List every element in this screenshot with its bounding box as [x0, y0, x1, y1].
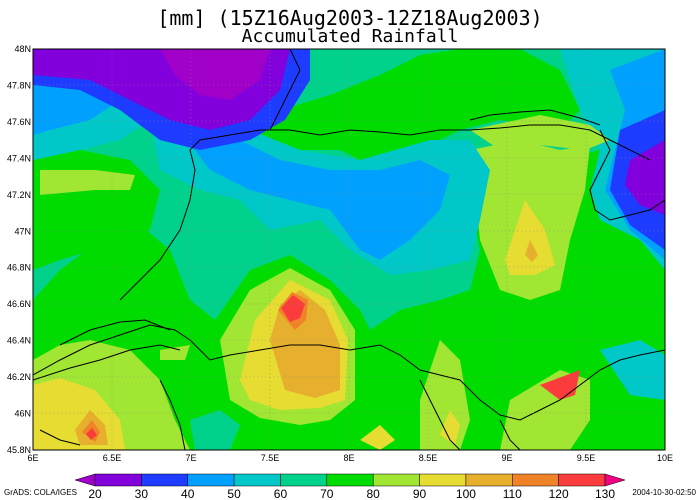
- credit-right: 2004-10-30-02:50: [632, 488, 696, 497]
- lat-tick-label: 45.8N: [7, 445, 31, 455]
- contour-20-30: [625, 140, 665, 215]
- contour-50-60: [600, 340, 665, 400]
- contour-70-80: [240, 49, 580, 170]
- colorbar-label: 130: [595, 487, 615, 500]
- colorbar-swatch: [94, 473, 142, 487]
- lat-tick-label: 47.4N: [7, 153, 31, 163]
- lat-tick-label: 47.6N: [7, 117, 31, 127]
- chart-title: [mm] (15Z16Aug2003-12Z18Aug2003): [157, 6, 543, 30]
- contour-80-90: [160, 345, 190, 360]
- colorbar-swatch: [558, 473, 606, 487]
- borders: [33, 49, 665, 450]
- lon-tick-label: 6E: [27, 453, 38, 463]
- colorbar-swatch: [512, 473, 559, 487]
- lake-constance: [469, 109, 601, 126]
- contour-80-90: [40, 170, 135, 195]
- colorbar-label: 80: [367, 487, 381, 500]
- colorbar-label: 40: [181, 487, 195, 500]
- lat-tick-label: 47N: [14, 226, 31, 236]
- credit-left: GrADS: COLA/IGES: [4, 488, 77, 497]
- colorbar-swatch: [141, 473, 188, 487]
- grid: [33, 49, 665, 450]
- chart-subtitle: Accumulated Rainfall: [241, 26, 459, 47]
- contour-120-130: [86, 428, 97, 440]
- lon-tick-label: 8E: [343, 453, 354, 463]
- lat-tick-label: 47.2N: [7, 190, 31, 200]
- lon-tick-label: 8.5E: [419, 453, 438, 463]
- contour-lt20: [160, 49, 270, 100]
- lat-tick-label: 46.2N: [7, 372, 31, 382]
- colorbar-swatch: [280, 473, 328, 487]
- colorbar: 20 30 40 50 60 70 80 90 100 110 120 130: [74, 473, 626, 500]
- border-north: [119, 124, 651, 301]
- contour-60-70: [190, 410, 240, 450]
- lon-tick-label: 10E: [657, 453, 673, 463]
- contour-40-50: [180, 130, 450, 260]
- colorbar-label: 90: [413, 487, 427, 500]
- lat-tick-label: 46N: [14, 409, 31, 419]
- contour-80-90: [470, 115, 610, 150]
- colorbar-label: 50: [227, 487, 241, 500]
- border-east: [589, 129, 665, 221]
- colorbar-upper-triangle: [604, 473, 626, 487]
- colorbar-label: 60: [274, 487, 288, 500]
- lat-axis: 45.8N 46N 46.2N 46.4N 46.6N 46.8N 47N 47.2N 47.4…: [7, 44, 31, 455]
- colorbar-label: 70: [320, 487, 334, 500]
- colorbar-label: 30: [135, 487, 149, 500]
- border-ticino: [419, 379, 461, 450]
- lat-tick-label: 46.6N: [7, 299, 31, 309]
- lat-tick-label: 46.8N: [7, 263, 31, 273]
- border-rhine: [269, 49, 301, 131]
- coastline-lake-geneva: [33, 344, 181, 381]
- colorbar-swatch: [187, 473, 235, 487]
- contour-90-100: [440, 410, 460, 445]
- colorbar-lower-triangle: [74, 473, 96, 487]
- lon-axis: 6E 6.5E 7E 7.5E 8E 8.5E 9E 9.5E 10E: [27, 453, 673, 463]
- contour-90-100: [360, 425, 395, 450]
- lat-tick-label: 46.4N: [7, 336, 31, 346]
- colorbar-label: 120: [549, 487, 569, 500]
- contour-120-130: [281, 295, 305, 322]
- lon-tick-label: 9E: [501, 453, 512, 463]
- lon-tick-label: 6.5E: [103, 453, 122, 463]
- plot-frame: [32, 48, 666, 451]
- colorbar-label: 110: [503, 487, 522, 500]
- colorbar-swatch: [372, 473, 420, 487]
- colorbar-label: 20: [88, 487, 102, 500]
- lat-tick-label: 48N: [14, 44, 31, 54]
- border-segment: [39, 429, 81, 446]
- colorbar-swatch: [465, 473, 513, 487]
- rainfall-contours: [33, 49, 665, 450]
- contour-90-100: [505, 200, 555, 275]
- colorbar-swatch: [233, 473, 281, 487]
- lon-tick-label: 9.5E: [577, 453, 596, 463]
- colorbar-label: 100: [456, 487, 476, 500]
- border-segment: [159, 379, 186, 450]
- lon-tick-label: 7E: [185, 453, 196, 463]
- lon-tick-label: 7.5E: [261, 453, 280, 463]
- colorbar-swatch: [326, 473, 374, 487]
- border-segment: [499, 419, 521, 450]
- lake-shore: [59, 319, 171, 346]
- colorbar-swatch: [419, 473, 467, 487]
- contour-100-110: [525, 240, 538, 262]
- lat-tick-label: 47.8N: [7, 80, 31, 90]
